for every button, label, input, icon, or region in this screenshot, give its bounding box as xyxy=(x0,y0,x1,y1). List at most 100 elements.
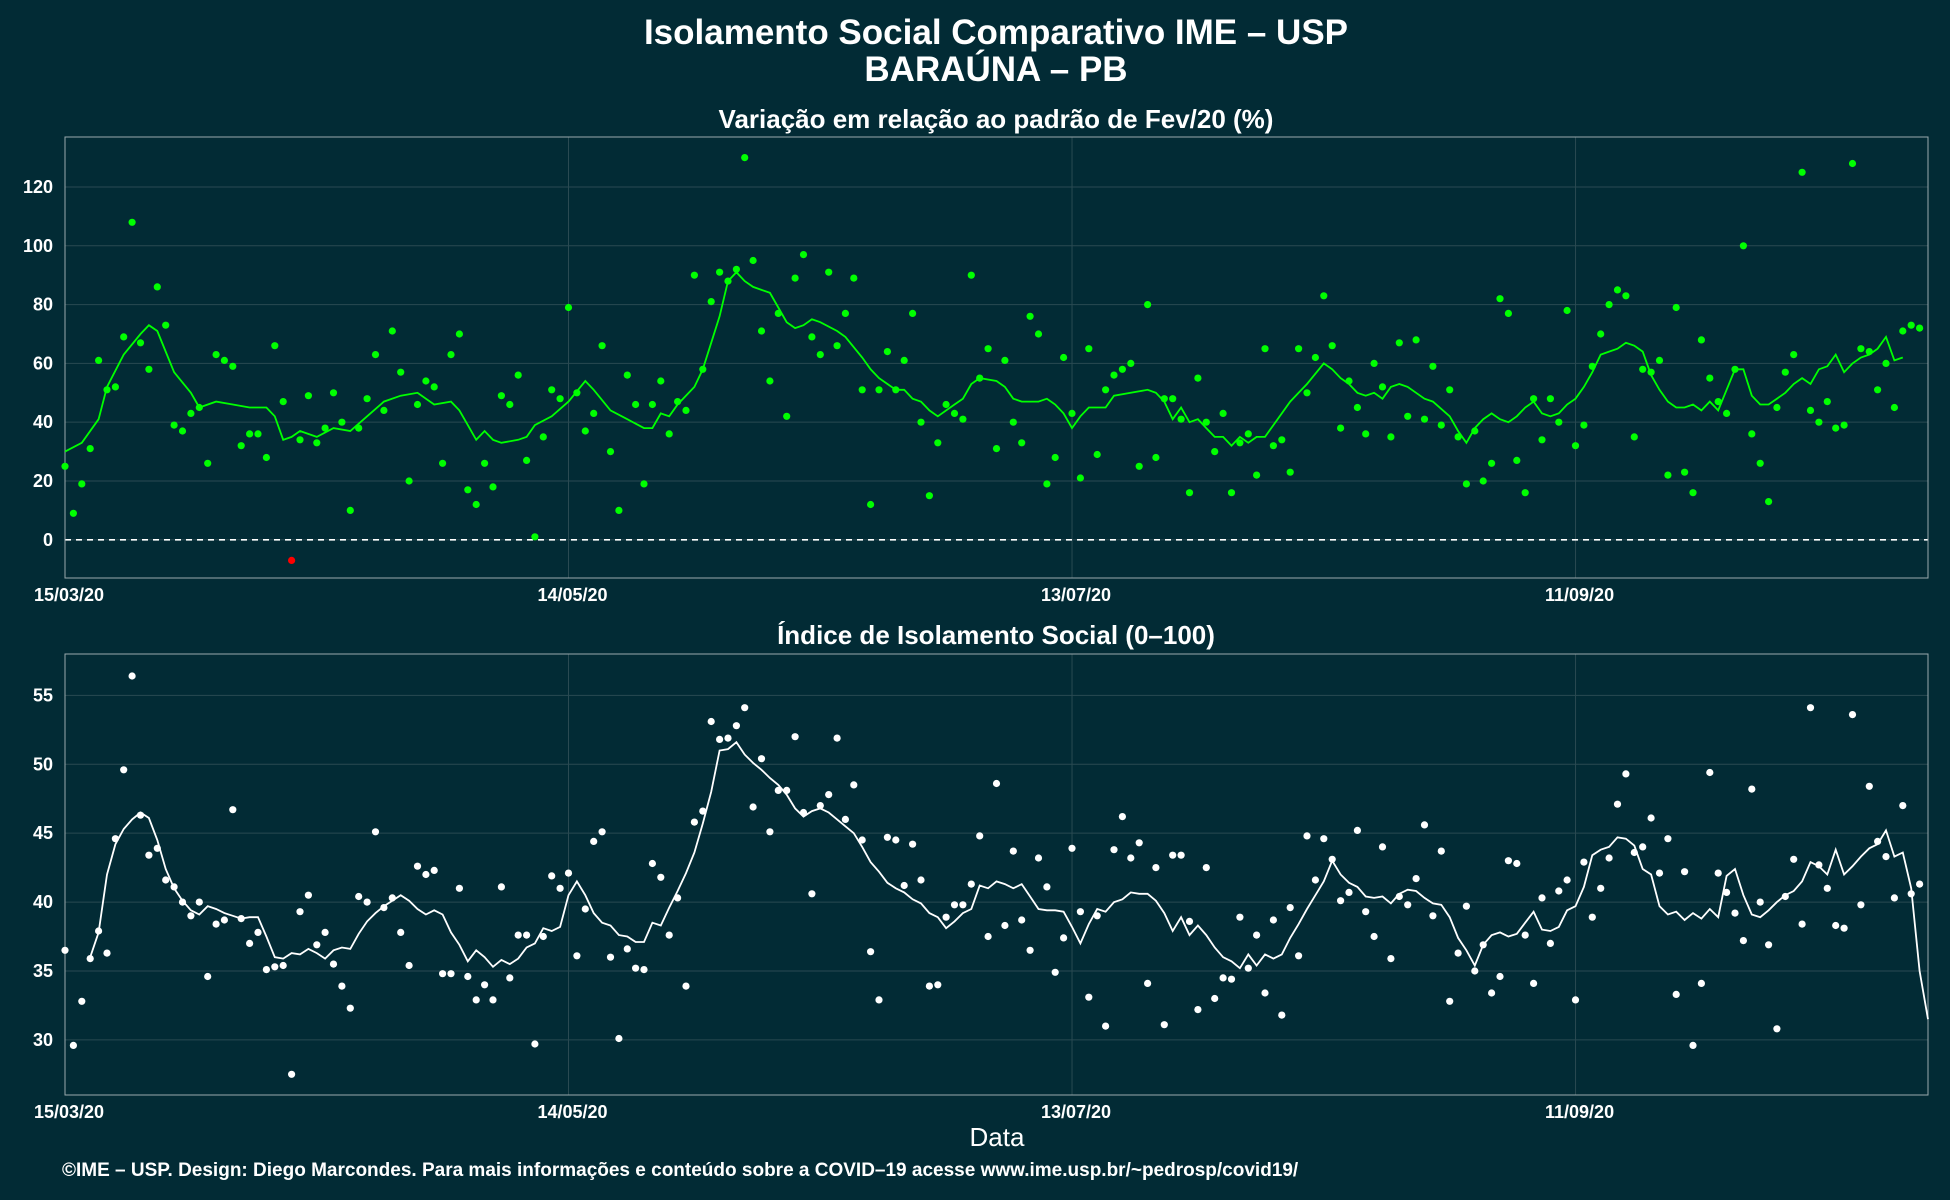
index-data-point xyxy=(1009,847,1017,855)
variation-x-tick-label: 14/05/20 xyxy=(537,585,607,605)
index-data-point xyxy=(1798,920,1806,928)
variation-data-point xyxy=(942,400,950,409)
variation-data-point xyxy=(1454,433,1462,441)
index-x-tick-label: 14/05/20 xyxy=(537,1102,607,1122)
variation-data-point xyxy=(984,345,992,353)
index-data-point xyxy=(145,851,153,859)
variation-data-point xyxy=(1085,345,1093,353)
index-data-point xyxy=(1546,939,1554,948)
index-data-point xyxy=(808,890,816,898)
variation-data-point xyxy=(170,421,178,429)
variation-y-tick-label: 0 xyxy=(43,530,53,550)
variation-data-point xyxy=(128,218,136,226)
variation-data-point xyxy=(355,424,363,432)
index-data-point xyxy=(1236,913,1244,921)
index-data-point xyxy=(1454,949,1462,957)
index-data-point xyxy=(371,828,380,836)
variation-data-point xyxy=(1144,301,1152,309)
variation-data-point xyxy=(95,356,103,364)
index-data-point xyxy=(455,884,463,892)
variation-data-point xyxy=(1227,489,1236,497)
index-data-point xyxy=(514,931,522,939)
variation-data-point xyxy=(967,271,975,279)
variation-data-point xyxy=(69,509,77,517)
variation-data-point xyxy=(1261,345,1269,353)
variation-data-point xyxy=(1420,415,1429,423)
index-data-point xyxy=(825,791,833,799)
variation-y-tick-label: 80 xyxy=(33,295,53,315)
index-data-point xyxy=(1479,941,1487,949)
variation-data-point xyxy=(581,427,589,435)
index-data-point xyxy=(95,927,103,935)
variation-data-point xyxy=(1655,356,1664,364)
variation-data-point xyxy=(254,430,262,438)
variation-data-point xyxy=(976,374,984,382)
variation-data-point xyxy=(136,339,145,347)
index-data-point xyxy=(1815,861,1823,869)
variation-data-point xyxy=(1370,359,1378,367)
index-data-point xyxy=(875,996,883,1004)
variation-data-point xyxy=(120,333,128,341)
variation-data-point xyxy=(1832,424,1840,432)
index-data-point xyxy=(942,913,950,921)
index-data-point xyxy=(665,931,673,939)
variation-data-point xyxy=(959,415,967,423)
variation-data-point xyxy=(564,303,573,312)
variation-data-point xyxy=(808,333,816,341)
variation-data-point xyxy=(1311,353,1319,362)
variation-panel-title: Variação em relação ao padrão de Fev/20 … xyxy=(719,104,1274,134)
variation-data-point xyxy=(875,386,883,394)
index-data-point xyxy=(1588,913,1596,921)
variation-data-point xyxy=(405,477,413,485)
variation-data-point xyxy=(690,271,699,279)
variation-data-point xyxy=(1848,159,1857,168)
variation-data-point xyxy=(724,277,732,285)
index-data-point xyxy=(967,880,975,888)
variation-data-point xyxy=(153,283,161,291)
index-data-point xyxy=(1202,864,1210,872)
index-data-point xyxy=(1723,888,1731,897)
variation-data-point xyxy=(858,386,866,394)
index-data-point xyxy=(917,876,925,884)
index-data-point xyxy=(707,717,715,726)
index-data-point xyxy=(757,755,766,763)
variation-data-point xyxy=(1823,398,1831,406)
index-data-point xyxy=(1580,858,1588,866)
index-data-point xyxy=(1429,912,1437,920)
variation-data-point xyxy=(606,448,615,456)
variation-data-point xyxy=(1639,365,1647,373)
variation-data-point xyxy=(506,400,514,409)
variation-data-point xyxy=(732,265,741,273)
variation-data-point xyxy=(1597,330,1605,338)
index-data-point xyxy=(1790,855,1798,863)
index-data-point xyxy=(271,963,279,971)
index-data-point xyxy=(78,997,86,1005)
index-data-point xyxy=(1571,996,1580,1004)
index-data-point xyxy=(1152,864,1160,872)
index-data-point xyxy=(1068,844,1076,852)
variation-data-point xyxy=(833,342,841,350)
index-data-point xyxy=(632,964,640,972)
variation-data-point xyxy=(749,256,757,265)
index-data-point xyxy=(1613,800,1622,808)
index-data-point xyxy=(1043,883,1051,891)
index-data-point xyxy=(1261,989,1269,997)
variation-data-point xyxy=(598,342,606,350)
index-data-point xyxy=(363,898,371,906)
variation-data-point xyxy=(1219,409,1227,417)
variation-data-point xyxy=(1697,336,1705,344)
index-data-point xyxy=(1563,876,1571,884)
index-data-point xyxy=(111,835,119,843)
index-data-point xyxy=(1706,768,1714,777)
variation-data-point xyxy=(472,500,480,509)
variation-data-point xyxy=(556,395,564,403)
index-data-point xyxy=(1639,843,1647,851)
index-data-point xyxy=(598,828,606,836)
index-data-point xyxy=(1001,921,1009,930)
variation-data-point xyxy=(1362,430,1370,438)
index-data-point xyxy=(212,920,220,928)
index-data-point xyxy=(1034,854,1043,862)
variation-data-point xyxy=(1034,330,1043,338)
index-data-point xyxy=(716,735,724,744)
index-data-point xyxy=(136,811,145,819)
